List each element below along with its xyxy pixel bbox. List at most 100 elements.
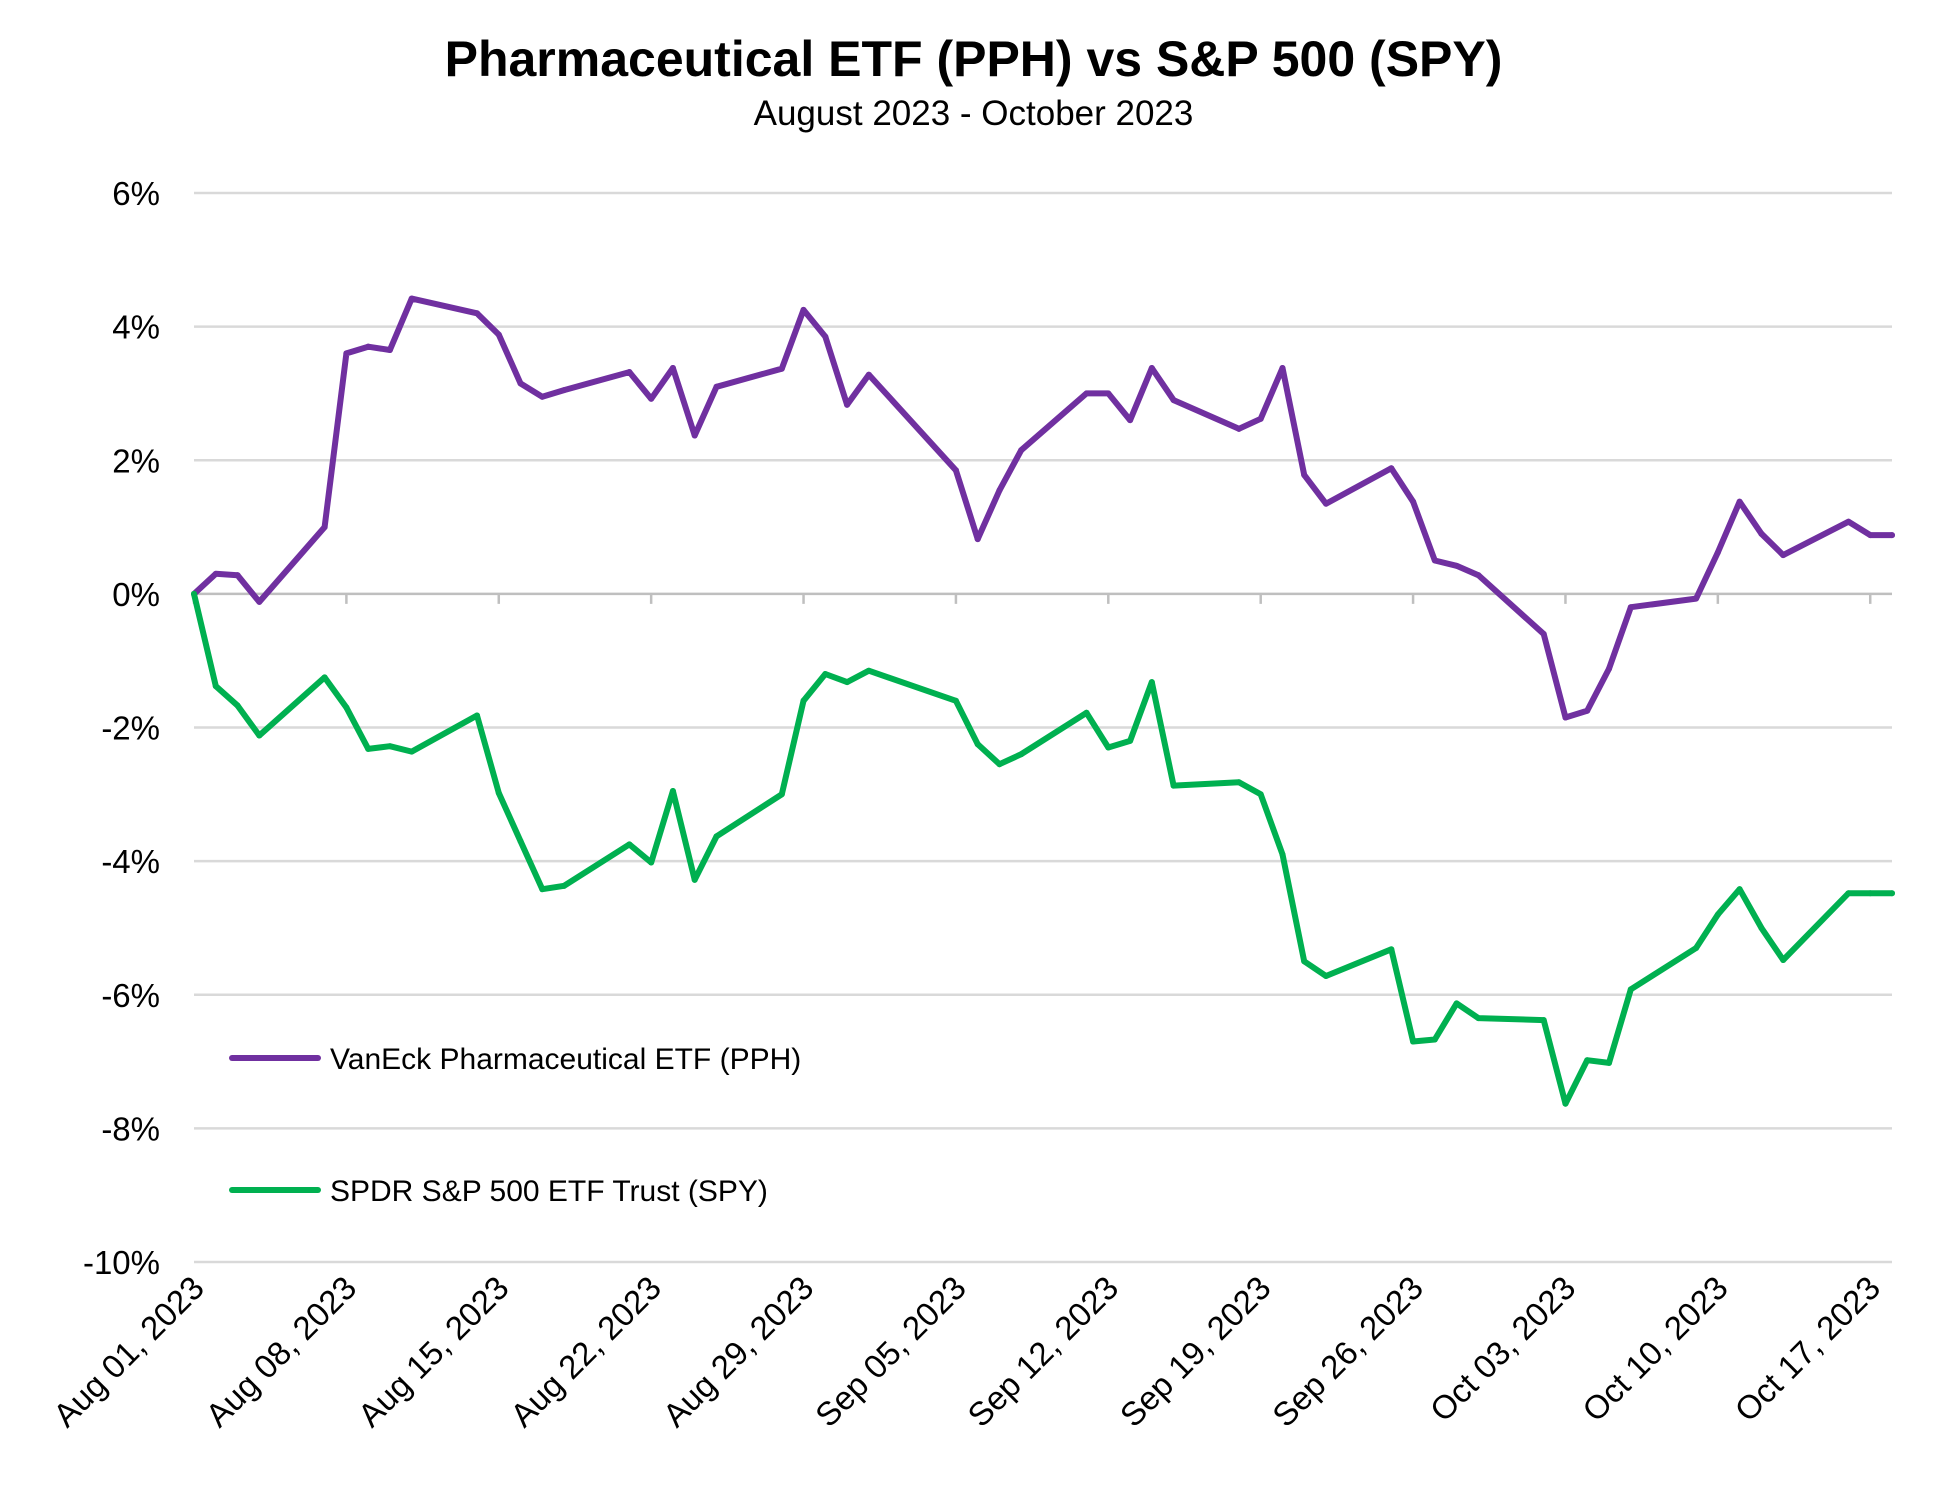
data-point: [408, 295, 415, 302]
legend-label-0: VanEck Pharmaceutical ETF (PPH): [330, 1043, 801, 1076]
data-point: [691, 432, 698, 439]
x-tick-label: Oct 10, 2023: [1575, 1269, 1735, 1429]
data-point: [561, 882, 568, 889]
data-point: [212, 570, 219, 577]
data-point: [1780, 957, 1787, 964]
data-point: [1431, 557, 1438, 564]
gridlines: [194, 191, 1892, 1264]
x-tick-label: Oct 03, 2023: [1423, 1269, 1583, 1429]
data-point: [1301, 958, 1308, 965]
data-point: [386, 347, 393, 354]
x-tick-label: Aug 22, 2023: [503, 1269, 668, 1434]
data-point: [1235, 779, 1242, 786]
data-point: [1127, 737, 1134, 744]
data-point: [517, 838, 524, 845]
data-point: [343, 350, 350, 357]
data-point: [648, 395, 655, 402]
data-point: [1780, 552, 1787, 559]
data-point: [474, 310, 480, 317]
data-point: [1127, 417, 1134, 424]
data-point: [1584, 707, 1591, 714]
data-point: [408, 748, 415, 755]
data-point: [1736, 498, 1743, 505]
data-point: [800, 306, 807, 313]
data-point: [1018, 447, 1025, 454]
x-tick-label: Sep 19, 2023: [1113, 1269, 1278, 1434]
data-point: [1736, 886, 1743, 893]
data-point: [1693, 944, 1700, 951]
data-point: [669, 365, 676, 372]
data-point: [713, 383, 720, 390]
y-tick-label: 6%: [112, 175, 160, 212]
data-point: [1279, 851, 1286, 858]
data-point: [234, 572, 241, 579]
data-point: [952, 467, 959, 474]
data-point: [1562, 1100, 1569, 1107]
data-point: [778, 365, 785, 372]
data-point: [1540, 1017, 1547, 1024]
data-point: [778, 791, 785, 798]
data-point: [1323, 973, 1329, 980]
y-axis-ticks: 6% 4% 2% 0% -2% -4% -6% -8% -10%: [83, 175, 160, 1281]
data-point: [974, 536, 981, 543]
data-point: [1279, 365, 1286, 372]
data-point: [517, 380, 524, 387]
data-point: [1323, 500, 1329, 507]
data-point: [1453, 562, 1460, 569]
data-point: [212, 683, 219, 690]
series-lines: [191, 295, 1895, 1107]
data-point: [1148, 365, 1155, 372]
chart-subtitle: August 2023 - October 2023: [753, 94, 1194, 133]
data-point: [1627, 604, 1634, 611]
data-point: [626, 369, 633, 376]
data-point: [474, 712, 480, 719]
series-line-0: [191, 295, 1895, 721]
data-point: [648, 859, 655, 866]
data-point: [1714, 549, 1721, 556]
data-point: [1105, 390, 1112, 397]
data-point: [1845, 518, 1852, 525]
data-point: [1301, 471, 1308, 478]
data-point: [1606, 665, 1612, 672]
data-point: [1018, 751, 1025, 758]
data-point: [1889, 532, 1895, 539]
data-point: [844, 679, 851, 686]
x-tick-label: Aug 01, 2023: [46, 1269, 211, 1434]
data-point: [865, 371, 872, 378]
data-point: [1475, 1015, 1482, 1022]
chart-title: Pharmaceutical ETF (PPH) vs S&P 500 (SPY…: [444, 31, 1503, 87]
data-point: [539, 886, 546, 893]
data-point: [865, 667, 872, 674]
data-point: [495, 789, 502, 796]
y-tick-label: -2%: [101, 710, 160, 747]
series-line-1: [191, 590, 1895, 1107]
data-point: [1562, 714, 1569, 721]
data-point: [1714, 911, 1721, 918]
data-point: [365, 343, 372, 350]
y-tick-label: 0%: [112, 576, 160, 613]
data-point: [822, 333, 829, 340]
data-point: [1388, 946, 1395, 953]
x-tick-label: Sep 26, 2023: [1265, 1269, 1430, 1434]
data-point: [1867, 890, 1874, 897]
data-point: [1758, 924, 1765, 931]
data-point: [952, 697, 959, 704]
data-point: [996, 487, 1003, 494]
data-point: [1889, 890, 1895, 897]
y-tick-label: -10%: [83, 1244, 160, 1281]
data-point: [1475, 572, 1482, 579]
data-point: [1540, 630, 1547, 637]
data-point: [1388, 465, 1395, 472]
x-tick-label: Aug 08, 2023: [198, 1269, 363, 1434]
legend: VanEck Pharmaceutical ETF (PPH) SPDR S&P …: [229, 1043, 801, 1208]
data-point: [321, 674, 328, 681]
data-point: [996, 761, 1003, 768]
data-point: [1148, 679, 1155, 686]
data-point: [234, 702, 241, 709]
data-point: [974, 741, 981, 748]
data-point: [539, 393, 546, 400]
data-point: [365, 745, 372, 752]
data-point: [800, 697, 807, 704]
data-point: [1257, 415, 1264, 422]
